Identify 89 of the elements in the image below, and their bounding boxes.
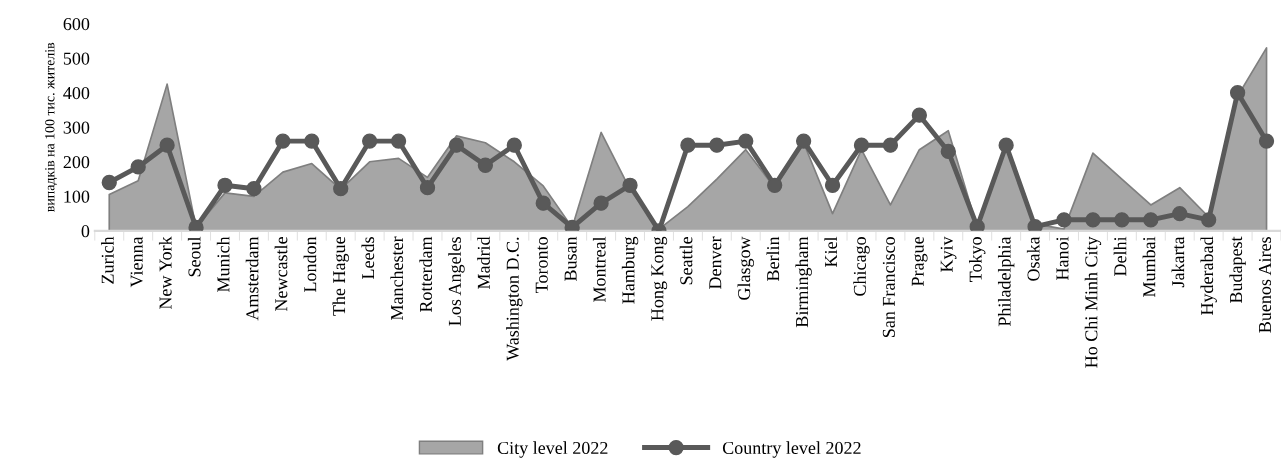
- point: [217, 177, 233, 193]
- x-tick-label: Ho Chi Minh City: [1084, 236, 1102, 368]
- x-tick-label: Toronto: [535, 237, 548, 293]
- point: [795, 133, 812, 149]
- point: [882, 137, 899, 153]
- x-tick-label: Hamburg: [621, 236, 639, 304]
- point: [940, 143, 956, 160]
- y-axis-title: випадків на 100 тис. жителів: [45, 42, 58, 212]
- x-tick-label: Zurich: [101, 236, 114, 284]
- x-tick-label: Birmingham: [795, 236, 812, 328]
- y-tick-label: 100: [64, 190, 90, 203]
- point: [390, 133, 407, 149]
- point: [998, 137, 1014, 153]
- x-tick-label: Munich: [216, 236, 230, 293]
- point: [246, 181, 262, 197]
- x-tick-label: Denver: [709, 236, 722, 290]
- x-tick-label: Kyiv: [940, 236, 957, 272]
- x-tick-label: Philadelphia: [997, 236, 1015, 327]
- y-tick-label: 200: [63, 156, 90, 169]
- x-tick-label: Newcastle: [274, 237, 288, 312]
- y-tick-label: 500: [63, 52, 90, 65]
- point: [1172, 205, 1188, 222]
- point: [1258, 133, 1275, 149]
- point: [1201, 212, 1217, 228]
- point: [593, 195, 609, 211]
- point: [1114, 212, 1130, 228]
- x-tick-label: Amsterdam: [245, 236, 259, 321]
- x-tick-label: Leeds: [361, 237, 375, 279]
- point: [709, 137, 725, 153]
- x-tick-label: Hanoi: [1056, 236, 1069, 280]
- x-tick-label: Jakarta: [1171, 236, 1185, 288]
- point: [419, 180, 436, 196]
- x-tick-label: Tokyo: [969, 237, 986, 282]
- point: [738, 133, 754, 149]
- x-tick-label: Glasgow: [737, 236, 754, 300]
- point: [1085, 212, 1101, 228]
- x-tick-label: New York: [158, 236, 172, 310]
- point: [911, 107, 927, 123]
- x-tick-label: Osaka: [1026, 236, 1040, 281]
- point: [275, 133, 291, 149]
- x-tick-label: Manchester: [390, 236, 404, 321]
- point: [853, 137, 870, 153]
- x-tick-label: Budapest: [1229, 236, 1246, 304]
- point: [1027, 219, 1043, 231]
- point: [824, 177, 841, 193]
- x-tick-label: Hyderabad: [1200, 236, 1217, 316]
- point: [1143, 212, 1159, 228]
- x-tick-label: Chicago: [853, 237, 870, 296]
- x-tick-label: Los Angeles: [448, 237, 465, 326]
- x-tick-label: Madrid: [477, 236, 490, 290]
- point: [448, 137, 465, 153]
- x-tick-label: Delhi: [1113, 236, 1127, 276]
- point: [304, 133, 320, 149]
- point: [130, 159, 146, 175]
- x-tick-label: Seattle: [679, 237, 693, 285]
- x-tick-label: The Hague: [332, 237, 349, 316]
- y-tick-label: 300: [63, 121, 90, 134]
- point: [101, 174, 117, 191]
- x-tick-label: Rotterdam: [419, 236, 433, 313]
- point: [333, 181, 349, 197]
- point: [767, 177, 783, 193]
- x-tick-label: Mumbai: [1142, 236, 1156, 298]
- point: [969, 219, 985, 231]
- x-tick-label: London: [303, 236, 317, 293]
- point: [622, 177, 638, 193]
- point: [506, 137, 522, 153]
- x-tick-label: Seoul: [187, 236, 201, 277]
- y-tick-label: 400: [63, 87, 90, 100]
- point: [1229, 85, 1246, 101]
- point: [1056, 212, 1072, 228]
- x-tick-label: Prague: [911, 237, 928, 287]
- x-tick-label: Kiel: [824, 236, 838, 267]
- x-tick-label: Busan: [564, 236, 577, 282]
- y-tick-label: 600: [63, 17, 90, 31]
- x-tick-label: Montreal: [592, 236, 606, 303]
- point: [362, 133, 378, 149]
- legend-label: City level 2022: [497, 441, 608, 458]
- x-tick-label: San Francisco: [882, 237, 895, 337]
- x-tick-label: Berlin: [766, 236, 780, 281]
- y-tick-label: 0: [81, 225, 90, 238]
- point: [477, 157, 494, 173]
- point: [535, 195, 551, 211]
- legend-label: Country level 2022: [722, 441, 861, 458]
- point: [680, 137, 696, 153]
- x-tick-label: Washington D.C.: [506, 237, 523, 361]
- x-tick-label: Hong Kong: [651, 236, 668, 321]
- point: [159, 137, 175, 153]
- x-tick-label: Vienna: [130, 236, 143, 288]
- x-tick-label: Buenos Aires: [1258, 237, 1272, 333]
